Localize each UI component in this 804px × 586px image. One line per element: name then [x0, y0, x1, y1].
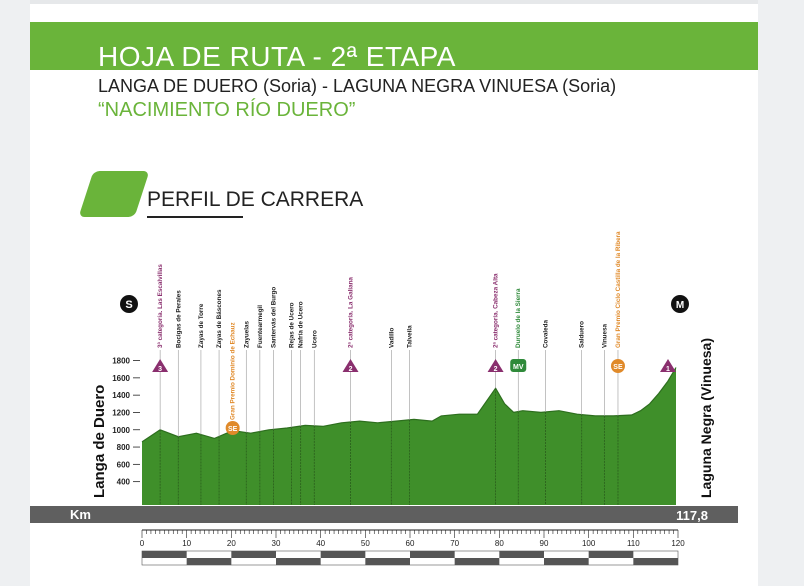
- y-tick-label: 600: [117, 460, 131, 469]
- scale-block: [633, 558, 678, 565]
- x-tick-label: 20: [227, 539, 236, 548]
- page-title: HOJA DE RUTA - 2ª ETAPA: [98, 41, 456, 72]
- mv-badge-icon: [510, 359, 527, 372]
- x-tick-label: 80: [495, 539, 504, 548]
- place-label: Bocigas de Perales: [175, 290, 182, 348]
- x-tick-label: 0: [140, 539, 145, 548]
- x-tick-label: 30: [272, 539, 281, 548]
- sprint-badge-text: SE: [228, 426, 238, 433]
- mountain-badge-text: 2: [494, 366, 498, 373]
- place-label: Duruelo de la Sierra: [515, 288, 522, 348]
- mountain-badge-icon: [342, 359, 359, 372]
- elevation-profile-line: [141, 367, 677, 443]
- mv-badge-text: MV: [513, 364, 524, 371]
- mountain-badge-icon: [660, 359, 676, 372]
- mountain-badge-icon: [487, 359, 504, 372]
- place-label: Nafría de Ucero: [298, 301, 305, 348]
- page: HOJA DE RUTA - 2ª ETAPA LANGA DE DUERO (…: [30, 0, 758, 586]
- sprint-badge-icon: [610, 359, 625, 373]
- place-label: Salduero: [579, 321, 586, 348]
- y-tick-label: 1600: [112, 374, 130, 383]
- y-tick-label: 1800: [112, 357, 130, 366]
- stage-nickname: “NACIMIENTO RÍO DUERO”: [98, 99, 356, 121]
- place-label: 2ª categoría. Cabeza Alta: [493, 273, 500, 348]
- scale-block: [410, 551, 455, 558]
- x-tick-label: 50: [361, 539, 370, 548]
- km-label: Km: [70, 507, 91, 522]
- start-icon-text: S: [125, 299, 132, 311]
- place-label: Gran Premio Ciclo Castilla de la Ribera: [615, 231, 622, 348]
- finish-icon: [671, 295, 689, 313]
- place-label: Vadillo: [388, 328, 395, 348]
- y-tick-label: 400: [117, 478, 131, 487]
- mountain-badge-text: 3: [158, 366, 162, 373]
- sprint-badge-text: SE: [613, 364, 623, 371]
- scale-block: [186, 558, 232, 565]
- place-label: Rejas de Ucero: [289, 302, 296, 348]
- km-bar: [30, 506, 738, 523]
- place-label: Santervás del Burgo: [270, 287, 277, 348]
- scale-block: [544, 558, 589, 565]
- start-icon: [120, 295, 138, 313]
- top-divider: [30, 0, 758, 4]
- y-tick-label: 1400: [112, 391, 130, 400]
- place-label: Talveila: [406, 325, 413, 348]
- route-subtitle: LANGA DE DUERO (Soria) - LAGUNA NEGRA VI…: [98, 76, 617, 96]
- section-underline: [147, 216, 243, 218]
- x-tick-label: 100: [582, 539, 596, 548]
- mountain-badge-text: 2: [349, 366, 353, 373]
- elevation-profile-area: [142, 367, 676, 505]
- total-km-label: 117,8: [676, 508, 708, 523]
- x-tick-label: 60: [406, 539, 415, 548]
- place-label: 3ª categoría. Las Escalvillas: [157, 264, 164, 348]
- x-tick-label: 40: [316, 539, 325, 548]
- x-tick-label: 90: [540, 539, 549, 548]
- y-tick-label: 1000: [112, 426, 130, 435]
- scale-block: [276, 558, 321, 565]
- x-tick-label: 70: [450, 539, 459, 548]
- section-title: PERFIL DE CARRERA: [147, 188, 364, 211]
- title-banner: [30, 22, 758, 70]
- scale-frame: [141, 550, 679, 566]
- place-label: Fuentearmegil: [257, 305, 264, 348]
- place-label: Zayas de Báscones: [216, 289, 223, 348]
- x-tick-label: 110: [627, 539, 640, 548]
- scale-block: [231, 551, 276, 558]
- y-tick-label: 800: [117, 443, 131, 452]
- place-label: Zayas de Torre: [198, 303, 205, 348]
- mountain-badge-text: 1: [666, 366, 670, 373]
- y-tick-label: 1200: [112, 408, 130, 417]
- sprint-badge-icon: [225, 421, 240, 435]
- scale-block: [365, 558, 410, 565]
- place-label: Ucero: [311, 330, 318, 348]
- place-label: Covaleda: [542, 320, 549, 348]
- finish-label: Laguna Negra (Vinuesa): [698, 338, 714, 498]
- scale-block: [320, 551, 366, 558]
- place-label: 2ª categoría. La Galiana: [348, 277, 355, 348]
- scale-block: [588, 551, 634, 558]
- sprint-label: Gran Premio Dominio de Echauz: [230, 322, 237, 420]
- scale-block: [454, 558, 500, 565]
- mountain-badge-icon: [152, 359, 169, 372]
- x-tick-label: 10: [182, 539, 191, 548]
- x-tick-label: 120: [671, 539, 685, 548]
- finish-icon-text: M: [676, 300, 684, 311]
- scale-block: [142, 551, 187, 558]
- start-label: Langa de Duero: [91, 385, 108, 498]
- place-label: Vinuesa: [601, 323, 608, 348]
- place-label: Zayuelas: [243, 321, 250, 348]
- scale-block: [499, 551, 544, 558]
